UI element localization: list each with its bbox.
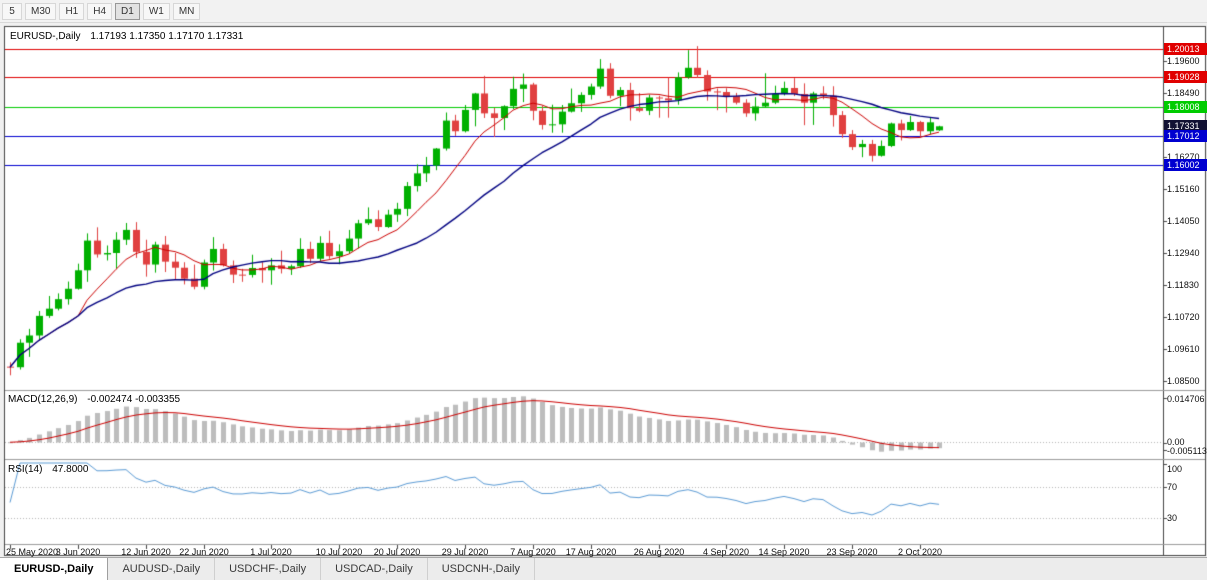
macd-axis-max: 0.014706: [1167, 394, 1205, 404]
price-level-badge-1.18008: 1.18008: [1164, 100, 1207, 113]
rsi-value: 47.8000: [52, 464, 89, 475]
chart-title: EURUSD-,Daily 1.17193 1.17350 1.17170 1.…: [10, 31, 243, 42]
price-level-badge-1.19028: 1.19028: [1164, 71, 1207, 84]
timeframe-button-m30[interactable]: M30: [25, 2, 57, 20]
rsi-indicator-label: RSI(14) 47.8000: [8, 464, 88, 475]
rsi-axis-30: 30: [1167, 513, 1178, 524]
price-tick-1.08500: 1.08500: [1167, 376, 1200, 387]
timeframe-button-5[interactable]: 5: [2, 2, 22, 20]
rsi-axis-100: 100: [1167, 464, 1183, 474]
ohlc-values: 1.17193 1.17350 1.17170 1.17331: [90, 31, 244, 42]
macd-values: -0.002474 -0.003355: [87, 394, 181, 405]
price-tick-1.12940: 1.12940: [1167, 247, 1200, 258]
time-axis-label: 20 Jul 2020: [373, 547, 421, 557]
price-tick-1.18490: 1.18490: [1167, 87, 1200, 98]
time-axis-label: 22 Jun 2020: [179, 547, 229, 557]
timeframe-button-mn[interactable]: MN: [172, 2, 201, 20]
time-axis-label: 2 Oct 2020: [897, 547, 943, 557]
time-axis-label: 29 Jul 2020: [441, 547, 489, 557]
price-level-badge-1.16002: 1.16002: [1164, 158, 1207, 171]
time-axis-label: 4 Sep 2020: [702, 547, 750, 557]
chart-tab-usdchf[interactable]: USDCHF-,Daily: [215, 558, 322, 580]
time-axis-label: 12 Jun 2020: [121, 547, 171, 557]
macd-axis-min: -0.005113: [1167, 446, 1207, 456]
price-level-badge-1.17331: 1.17331: [1164, 120, 1207, 133]
macd-axis-zero: 0.00: [1167, 437, 1185, 448]
price-level-badge-1.17012: 1.17012: [1164, 129, 1207, 142]
time-axis-label: 17 Aug 2020: [565, 547, 617, 557]
price-tick-1.14050: 1.14050: [1167, 215, 1200, 226]
timeframe-button-w1[interactable]: W1: [142, 2, 170, 20]
time-axis-label: 10 Jul 2020: [315, 547, 363, 557]
macd-name: MACD(12,26,9): [8, 394, 78, 405]
chart-tab-audusd[interactable]: AUDUSD-,Daily: [108, 558, 216, 580]
time-axis-label: 25 May 2020: [6, 547, 59, 557]
timeframe-button-h1[interactable]: H1: [59, 2, 85, 20]
price-tick-1.16270: 1.16270: [1167, 151, 1200, 162]
rsi-name: RSI(14): [8, 464, 43, 475]
time-axis-label: 3 Jun 2020: [55, 547, 101, 557]
price-tick-1.15160: 1.15160: [1167, 183, 1200, 194]
time-axis-label: 14 Sep 2020: [758, 547, 810, 557]
time-axis-label: 7 Aug 2020: [510, 547, 556, 557]
chart-tab-usdcnh[interactable]: USDCNH-,Daily: [428, 558, 535, 580]
price-level-badge-1.20013: 1.20013: [1164, 42, 1207, 55]
chart-tab-eurusd[interactable]: EURUSD-,Daily: [0, 558, 109, 580]
price-tick-1.19600: 1.19600: [1167, 55, 1200, 66]
timeframe-button-d1[interactable]: D1: [115, 2, 140, 20]
symbol-period-label: EURUSD-,Daily: [10, 31, 81, 42]
time-axis-label: 23 Sep 2020: [826, 547, 878, 557]
time-axis-label: 1 Jul 2020: [250, 547, 292, 557]
timeframe-button-h4[interactable]: H4: [87, 2, 113, 20]
price-tick-1.09610: 1.09610: [1167, 344, 1200, 355]
chart-tab-usdcad[interactable]: USDCAD-,Daily: [321, 558, 428, 580]
timeframe-toolbar: 5 M30 H1 H4 D1 W1 MN: [0, 0, 1207, 23]
chart-tab-bar: EURUSD-,Daily AUDUSD-,Daily USDCHF-,Daily U…: [0, 557, 1207, 580]
price-tick-1.11830: 1.11830: [1167, 280, 1199, 290]
macd-indicator-label: MACD(12,26,9) -0.002474 -0.003355: [8, 394, 180, 405]
rsi-axis-70: 70: [1167, 481, 1178, 492]
price-tick-1.10720: 1.10720: [1167, 312, 1200, 323]
time-axis-label: 26 Aug 2020: [633, 547, 685, 557]
